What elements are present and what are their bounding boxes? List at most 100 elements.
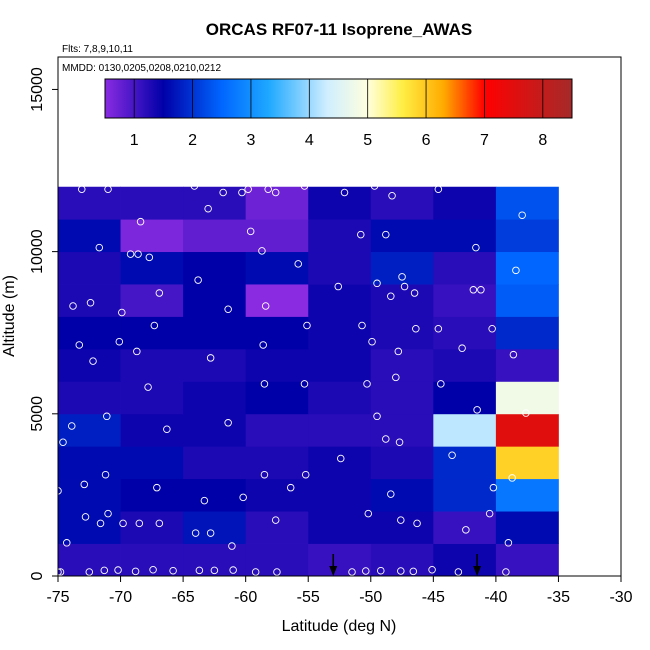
heatmap-cell bbox=[245, 511, 309, 544]
heatmap-cell bbox=[308, 186, 372, 220]
sample-marker bbox=[118, 308, 126, 317]
sample-marker bbox=[114, 566, 122, 574]
y-tick-label: 0 bbox=[29, 571, 46, 580]
latitude-arrow bbox=[473, 554, 482, 576]
sample-marker bbox=[509, 350, 518, 359]
sample-marker bbox=[224, 305, 232, 314]
heatmap-cell bbox=[308, 284, 372, 317]
heatmap-cell bbox=[495, 543, 559, 576]
heatmap-cell bbox=[183, 348, 247, 382]
heatmap-cell bbox=[495, 511, 559, 544]
colorbar-tick-label: 5 bbox=[363, 132, 372, 149]
sample-marker bbox=[294, 260, 302, 268]
sample-marker bbox=[473, 406, 481, 414]
sample-marker bbox=[518, 211, 526, 219]
sample-marker bbox=[337, 454, 345, 463]
sample-marker bbox=[271, 188, 280, 197]
sample-marker bbox=[373, 279, 381, 288]
sample-marker bbox=[126, 250, 135, 258]
heatmap-cell bbox=[58, 446, 121, 480]
heatmap-cell bbox=[120, 446, 184, 480]
heatmap-cell bbox=[433, 284, 497, 317]
sample-marker bbox=[131, 567, 140, 576]
sample-marker bbox=[95, 243, 104, 252]
sample-marker bbox=[434, 185, 443, 193]
sample-marker bbox=[155, 289, 164, 297]
colorbar-tick-label: 8 bbox=[538, 132, 547, 149]
heatmap-cell bbox=[183, 219, 247, 253]
sample-marker bbox=[348, 568, 356, 576]
heatmap-cell bbox=[370, 478, 434, 512]
colorbar-tick-label: 1 bbox=[130, 132, 139, 149]
sample-marker bbox=[300, 380, 309, 388]
latitude-arrow bbox=[329, 554, 338, 576]
sample-marker bbox=[190, 182, 199, 190]
heatmap-cell bbox=[370, 543, 434, 576]
sample-marker bbox=[81, 513, 90, 521]
x-tick-label: -40 bbox=[484, 589, 507, 606]
sample-marker bbox=[246, 227, 255, 236]
sample-marker bbox=[437, 380, 445, 388]
colorbar-ticks: 1 2 3 4 5 6 7 8 bbox=[130, 79, 547, 149]
sample-marker bbox=[96, 519, 105, 528]
sample-marker bbox=[382, 230, 390, 239]
heatmap-cell bbox=[495, 348, 559, 382]
sample-marker bbox=[135, 519, 144, 528]
heatmap-cell bbox=[495, 316, 559, 350]
sample-marker bbox=[428, 565, 436, 574]
x-tick-label: -45 bbox=[422, 589, 445, 606]
sample-marker bbox=[301, 470, 310, 479]
sample-marker bbox=[101, 470, 110, 479]
heatmap-cell bbox=[120, 316, 184, 350]
sample-marker bbox=[271, 516, 280, 524]
sample-marker bbox=[150, 321, 159, 330]
sample-marker bbox=[522, 409, 530, 417]
sample-marker bbox=[286, 483, 295, 492]
sample-marker bbox=[210, 566, 219, 575]
sample-marker bbox=[100, 566, 109, 575]
sample-marker bbox=[472, 243, 480, 252]
sample-marker bbox=[364, 509, 373, 518]
sample-marker bbox=[134, 250, 142, 258]
sample-marker bbox=[502, 568, 510, 576]
sample-marker bbox=[458, 344, 466, 352]
heatmap-cell bbox=[183, 186, 247, 220]
heatmap-cell bbox=[308, 381, 372, 415]
x-axis: -75 -70 -65 -60 -55 -50 -45 -40 -35 -30 bbox=[46, 575, 633, 606]
heatmap-cell bbox=[58, 219, 121, 253]
sample-marker bbox=[387, 490, 395, 498]
x-tick-label: -65 bbox=[172, 589, 195, 606]
heatmap-cell bbox=[370, 446, 434, 480]
sample-marker bbox=[115, 337, 124, 346]
heatmap-cell bbox=[120, 381, 184, 415]
heatmap-cell bbox=[245, 251, 309, 285]
sample-marker bbox=[398, 273, 406, 281]
heatmap-cell bbox=[433, 511, 497, 544]
heatmap-cell bbox=[183, 511, 247, 544]
sample-marker bbox=[264, 185, 272, 193]
sample-marker bbox=[489, 483, 498, 492]
heatmap-cell bbox=[433, 186, 497, 220]
sample-marker bbox=[448, 451, 456, 459]
heatmap-cell bbox=[495, 284, 559, 317]
x-tick-label: -35 bbox=[547, 589, 570, 606]
sample-marker bbox=[194, 276, 202, 284]
y-tick-label: 5000 bbox=[29, 396, 46, 432]
sample-marker bbox=[397, 567, 405, 575]
heatmap-cell bbox=[495, 186, 559, 220]
heatmap-cell bbox=[370, 413, 434, 447]
heatmap-cell bbox=[495, 413, 559, 447]
sample-marker bbox=[206, 354, 215, 362]
sample-marker bbox=[68, 422, 76, 430]
heatmap-cell bbox=[308, 511, 372, 544]
heatmap-cell bbox=[308, 413, 372, 447]
sample-marker bbox=[488, 324, 496, 333]
sample-marker bbox=[238, 188, 246, 197]
heatmap-cell bbox=[370, 186, 434, 220]
sample-marker bbox=[377, 566, 385, 575]
sample-marker bbox=[191, 529, 200, 537]
heatmap-cell bbox=[308, 219, 372, 253]
sample-marker bbox=[363, 380, 371, 388]
sample-marker bbox=[477, 286, 485, 294]
sample-marker bbox=[149, 565, 157, 574]
